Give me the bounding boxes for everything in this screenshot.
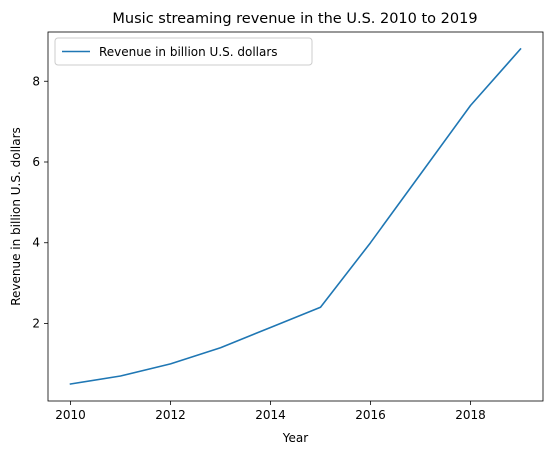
y-axis-ticks: 2 4 6 8 [32,74,48,330]
chart-title: Music streaming revenue in the U.S. 2010… [112,11,477,27]
y-tick-label: 8 [32,74,40,88]
series-line-revenue [69,47,522,385]
x-axis-label: Year [282,431,308,445]
x-tick-label: 2018 [455,408,486,422]
x-tick-label: 2014 [255,408,286,422]
legend: Revenue in billion U.S. dollars [54,37,313,66]
x-tick-label: 2012 [155,408,186,422]
legend-box [54,37,313,66]
x-tick-label: 2016 [355,408,386,422]
x-axis-ticks: 2010 2012 2014 2016 2018 [55,401,486,422]
y-axis-label: Revenue in billion U.S. dollars [9,127,23,306]
y-tick-label: 6 [32,155,40,169]
y-tick-label: 2 [32,316,40,330]
x-tick-label: 2010 [55,408,86,422]
y-tick-label: 4 [32,236,40,250]
plot-area [47,31,544,402]
legend-label-revenue: Revenue in billion U.S. dollars [99,45,278,59]
